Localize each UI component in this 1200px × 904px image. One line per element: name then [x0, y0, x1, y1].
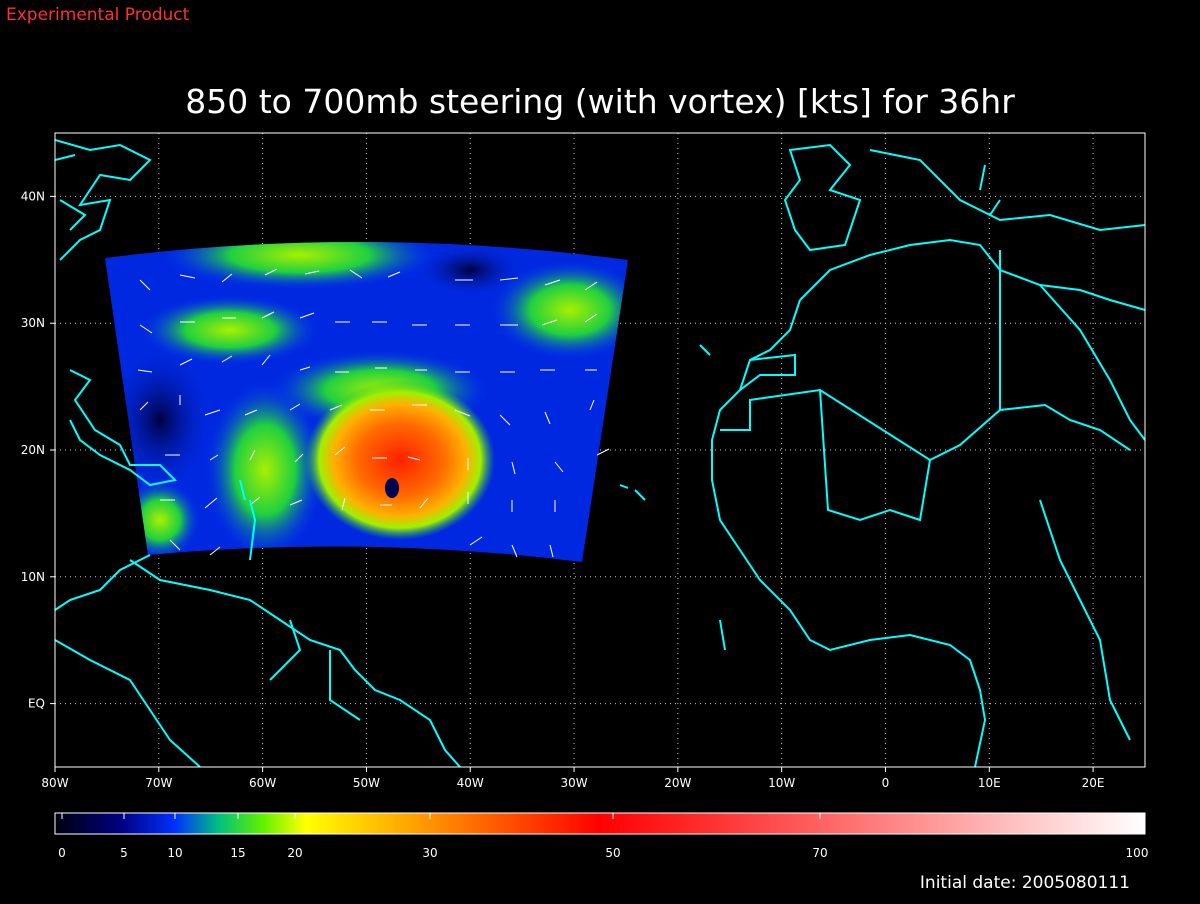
steering-field — [105, 241, 628, 562]
x-tick-label: 20E — [1082, 776, 1105, 790]
y-tick-label: 40N — [21, 189, 45, 203]
map-title: 850 to 700mb steering (with vortex) [kts… — [185, 82, 1015, 121]
colorbar-ticks: 0 5 10 15 20 30 50 70 100 — [58, 813, 1148, 860]
y-tick-label: EQ — [28, 697, 45, 711]
x-tick-label: 20W — [664, 776, 691, 790]
colorbar-tick-label: 50 — [605, 846, 620, 860]
y-tick-label: 20N — [21, 443, 45, 457]
x-tick-label: 10E — [978, 776, 1001, 790]
colorbar-tick-label: 100 — [1126, 846, 1149, 860]
y-tick-label: 30N — [21, 316, 45, 330]
axes: 80W 70W 60W 50W 40W 30W 20W 10W 0 10E 20E EQ 10N 20N 3… — [21, 189, 1105, 790]
x-tick-label: 40W — [457, 776, 484, 790]
x-tick-label: 50W — [353, 776, 380, 790]
initial-date: Initial date: 2005080111 — [920, 873, 1130, 893]
colorbar-tick-label: 5 — [120, 846, 128, 860]
x-tick-label: 70W — [145, 776, 172, 790]
x-tick-label: 60W — [249, 776, 276, 790]
x-tick-label: 0 — [882, 776, 890, 790]
x-tick-label: 30W — [560, 776, 587, 790]
colorbar-tick-label: 30 — [422, 846, 437, 860]
product-label: Experimental Product — [6, 5, 190, 25]
colorbar-tick-label: 20 — [287, 846, 302, 860]
x-tick-label: 10W — [768, 776, 795, 790]
colorbar — [54, 812, 1146, 835]
y-tick-label: 10N — [21, 570, 45, 584]
x-tick-label: 80W — [41, 776, 68, 790]
colorbar-tick-label: 10 — [167, 846, 182, 860]
colorbar-tick-label: 15 — [230, 846, 245, 860]
coastlines — [55, 139, 1145, 767]
colorbar-tick-label: 0 — [58, 846, 66, 860]
wind-vectors — [137, 268, 610, 558]
colorbar-tick-label: 70 — [812, 846, 827, 860]
